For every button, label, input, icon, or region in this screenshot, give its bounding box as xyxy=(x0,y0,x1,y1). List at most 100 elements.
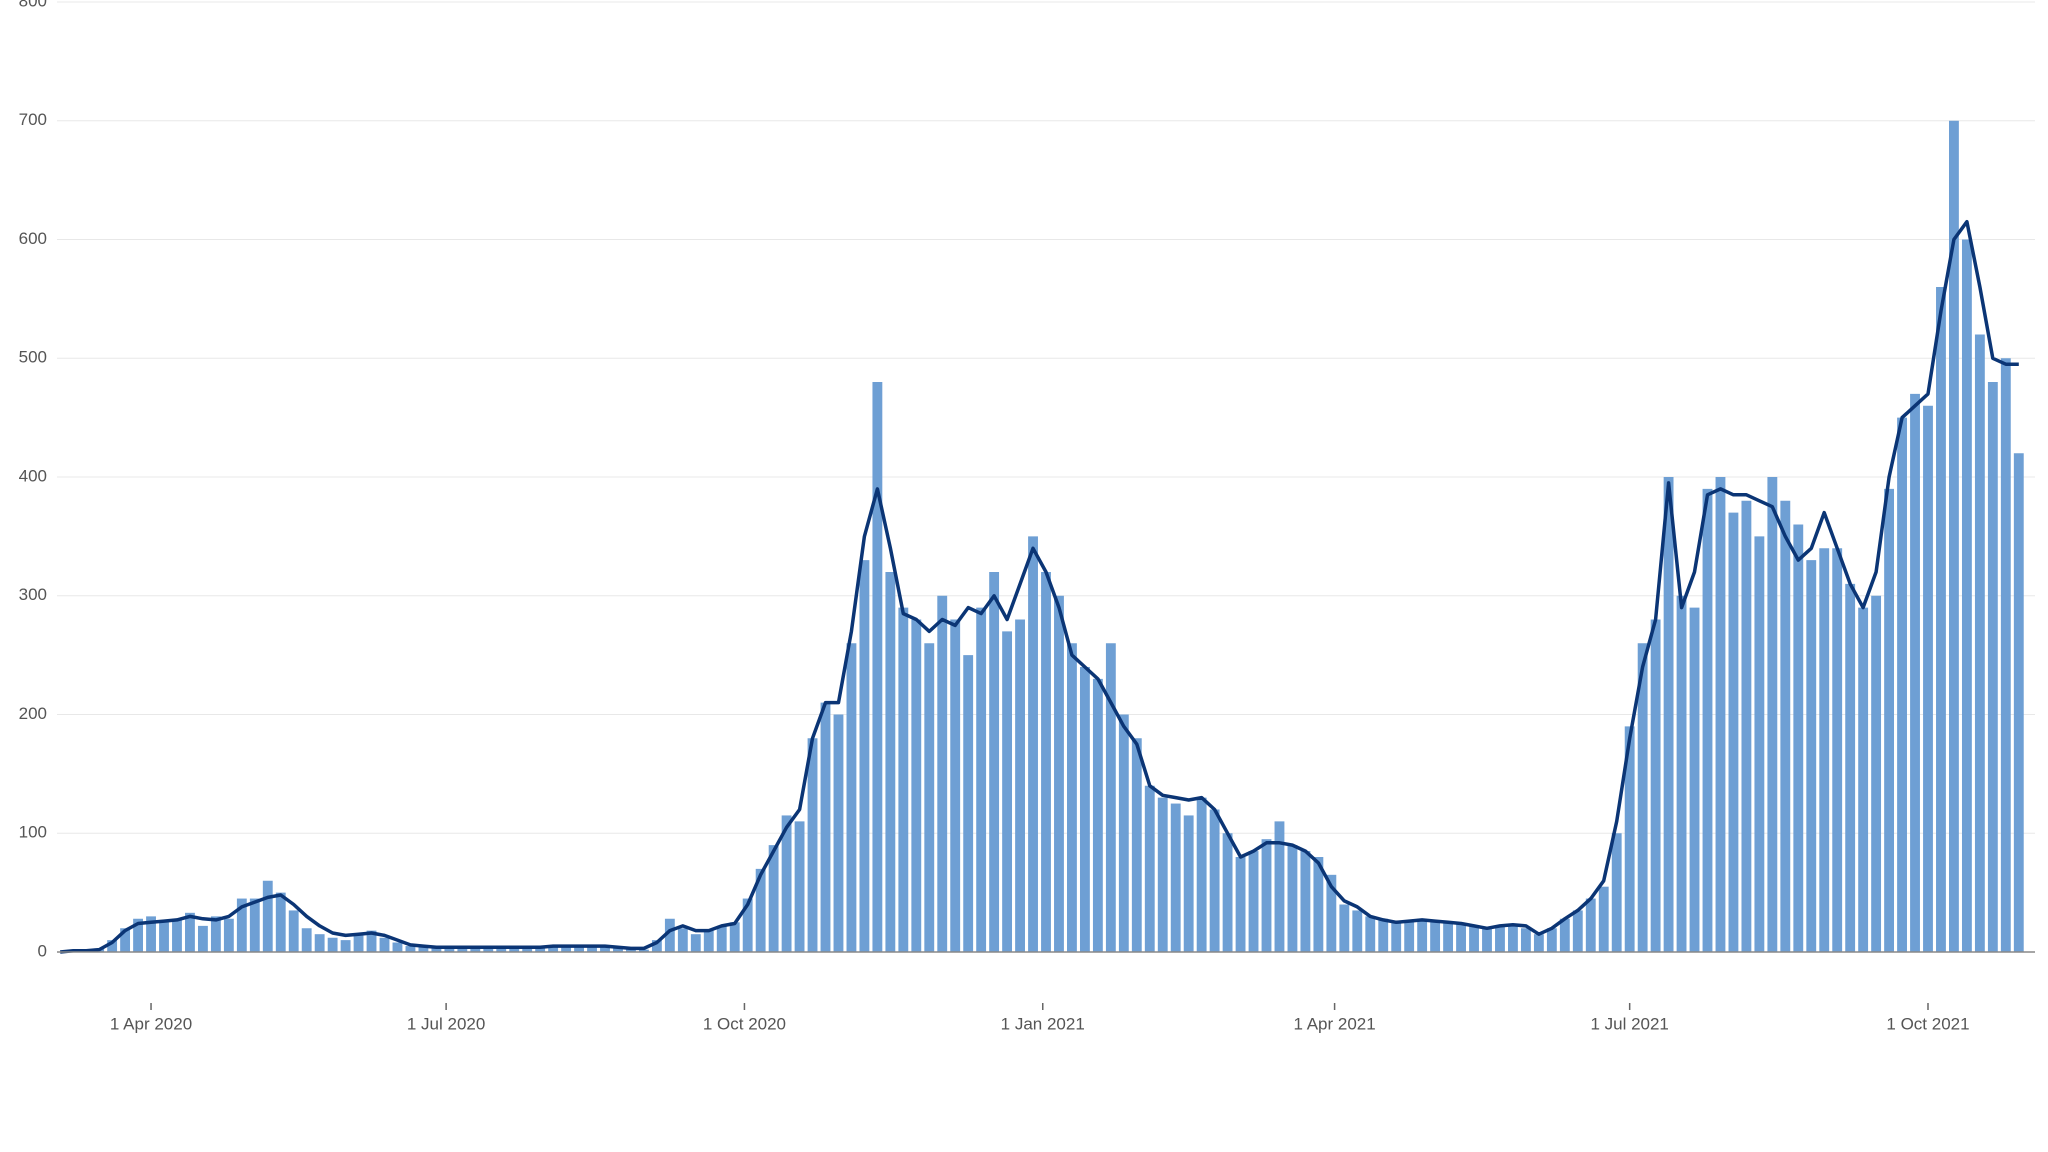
x-tick-label: 1 Jul 2020 xyxy=(407,1014,485,1033)
bar xyxy=(1339,904,1350,952)
bar xyxy=(1002,631,1013,952)
bar xyxy=(1832,548,1843,952)
bar xyxy=(1598,886,1609,952)
bar xyxy=(833,714,844,952)
bar xyxy=(1741,500,1752,952)
bar xyxy=(768,845,779,952)
bar xyxy=(133,918,143,952)
bar xyxy=(937,595,948,952)
bar xyxy=(846,643,857,952)
bar xyxy=(1183,815,1194,952)
bar xyxy=(1274,821,1285,952)
bar xyxy=(1871,595,1882,952)
bar xyxy=(210,916,221,952)
bar xyxy=(2000,358,2011,952)
bar xyxy=(1936,287,1946,952)
bar xyxy=(561,944,572,952)
bar xyxy=(1144,785,1155,952)
bar xyxy=(1780,500,1791,952)
bar xyxy=(1456,923,1466,952)
bar xyxy=(1196,797,1207,952)
bar xyxy=(1170,803,1181,952)
y-tick-label: 0 xyxy=(38,941,47,960)
bar xyxy=(1443,921,1454,952)
bar xyxy=(587,944,597,952)
bar xyxy=(1430,922,1441,952)
bar xyxy=(1313,857,1324,952)
bar xyxy=(1702,488,1713,952)
bar xyxy=(1235,857,1246,952)
bar xyxy=(548,946,559,952)
bar xyxy=(1248,851,1259,952)
bar xyxy=(1585,898,1596,952)
bar xyxy=(1157,797,1168,952)
bar xyxy=(392,942,403,952)
bar xyxy=(1961,239,1972,952)
bar xyxy=(1897,417,1907,952)
y-tick-label: 700 xyxy=(19,110,47,129)
bar xyxy=(496,947,507,952)
bar xyxy=(366,930,377,952)
bar xyxy=(1482,928,1492,952)
bar xyxy=(1923,405,1933,952)
x-tick-label: 1 Oct 2020 xyxy=(703,1014,786,1033)
bar xyxy=(1559,918,1570,952)
bar xyxy=(275,892,286,952)
bar xyxy=(1222,833,1233,952)
bar xyxy=(677,928,688,952)
bar xyxy=(1287,845,1298,952)
bar xyxy=(1067,643,1077,952)
bar xyxy=(1118,714,1129,952)
bar xyxy=(353,934,364,952)
bar xyxy=(651,940,662,952)
bar xyxy=(431,948,442,952)
x-tick-label: 1 Oct 2021 xyxy=(1886,1014,1969,1033)
bar xyxy=(1715,477,1726,952)
bar xyxy=(1650,619,1661,952)
bar xyxy=(950,619,961,952)
bar xyxy=(911,619,922,952)
bar xyxy=(807,738,818,952)
y-tick-label: 800 xyxy=(19,0,47,10)
bar xyxy=(120,928,131,952)
bar xyxy=(1417,918,1428,952)
bar xyxy=(794,821,805,952)
bar xyxy=(729,922,740,952)
bar xyxy=(327,937,338,952)
bar xyxy=(1767,477,1778,952)
bar xyxy=(1469,925,1479,952)
bar xyxy=(1611,833,1622,952)
bar xyxy=(963,655,974,952)
bar xyxy=(340,940,351,952)
bar xyxy=(1974,334,1985,952)
bar xyxy=(1300,851,1311,952)
average-line xyxy=(60,219,2019,954)
y-tick-label: 400 xyxy=(19,466,47,485)
bar xyxy=(197,925,208,952)
bar xyxy=(600,947,610,952)
bar xyxy=(1028,536,1038,952)
bar xyxy=(703,930,714,952)
bar xyxy=(1054,595,1064,952)
bar xyxy=(885,572,896,952)
bar xyxy=(159,922,169,952)
bar xyxy=(1508,923,1518,952)
bar xyxy=(1378,918,1389,952)
bar xyxy=(820,702,831,952)
x-tick-label: 1 Jul 2021 xyxy=(1590,1014,1668,1033)
bar xyxy=(1728,512,1739,952)
bar xyxy=(1105,643,1116,952)
bar xyxy=(1092,678,1103,952)
bar xyxy=(288,910,299,952)
bar xyxy=(1663,477,1674,952)
bar xyxy=(262,880,273,952)
bar xyxy=(444,947,455,952)
bar xyxy=(1676,595,1687,952)
bar xyxy=(1533,934,1544,952)
bar xyxy=(1131,738,1142,952)
bar xyxy=(1754,536,1765,952)
x-tick-label: 1 Jan 2021 xyxy=(1001,1014,1085,1033)
bar xyxy=(859,560,870,952)
bar xyxy=(405,946,416,952)
